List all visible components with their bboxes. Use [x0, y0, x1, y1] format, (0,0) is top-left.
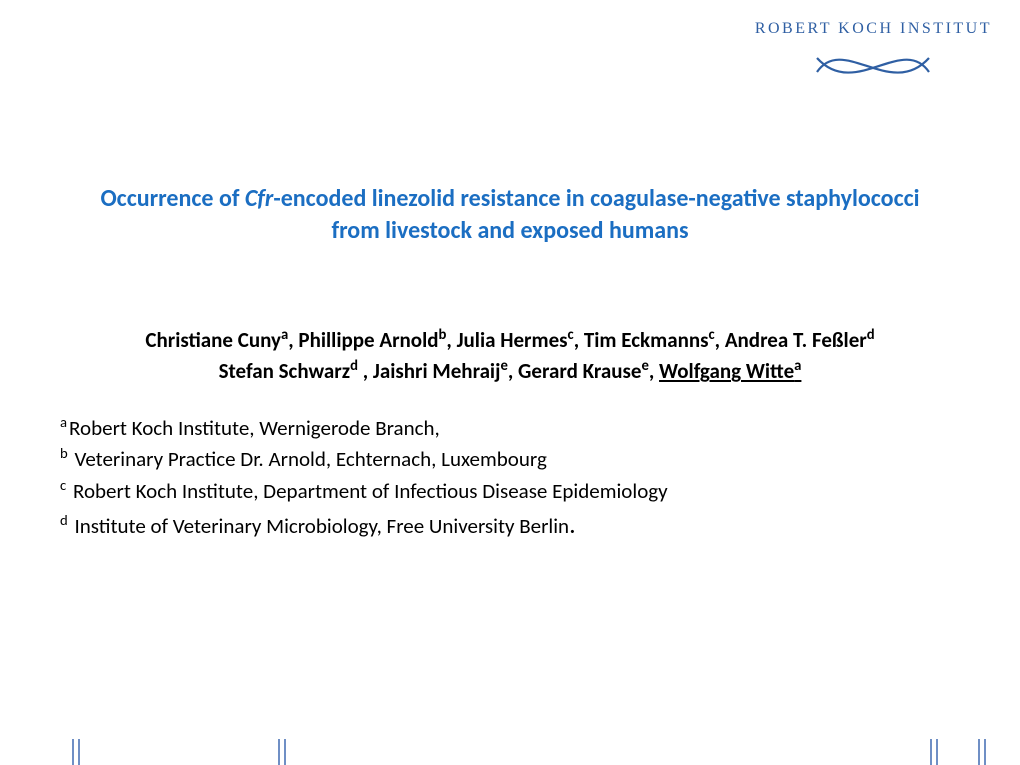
author-3: Julia Hermesc, — [457, 327, 584, 353]
institute-logo: ROBERT KOCH INSTITUT — [755, 20, 992, 88]
footer-tick — [936, 739, 938, 765]
affiliations-block: aRobert Koch Institute, Wernigerode Bran… — [60, 412, 960, 543]
title-block: Occurrence of Cfr-encoded linezolid resi… — [60, 183, 960, 248]
logo-wave-icon — [813, 42, 933, 88]
footer-tick — [984, 739, 986, 765]
logo-text: ROBERT KOCH INSTITUT — [755, 20, 992, 38]
title-italic: Cfr — [245, 184, 274, 213]
footer-tick — [78, 739, 80, 765]
author-7: Jaishri Mehraije, — [373, 358, 518, 384]
author-9-presenting: Wolfgang Wittea — [659, 358, 801, 384]
affiliation-b: b Veterinary Practice Dr. Arnold, Echter… — [60, 443, 960, 474]
footer-tick — [978, 739, 980, 765]
author-8: Gerard Krausee, — [518, 358, 659, 384]
title-post: -encoded linezolid resistance in coagula… — [273, 184, 919, 213]
author-5: Andrea T. Feßlerd — [725, 327, 875, 353]
slide: ROBERT KOCH INSTITUT Occurrence of Cfr-e… — [0, 0, 1020, 765]
title-line-1: Occurrence of Cfr-encoded linezolid resi… — [60, 183, 960, 215]
footer-tick — [284, 739, 286, 765]
author-6: Stefan Schwarzd , — [219, 358, 373, 384]
footer-tick — [72, 739, 74, 765]
affiliation-a: aRobert Koch Institute, Wernigerode Bran… — [60, 412, 960, 443]
authors-block: Christiane Cunya, Phillippe Arnoldb, Jul… — [60, 324, 960, 387]
footer-marks — [0, 737, 1020, 765]
title-line-2: from livestock and exposed humans — [60, 215, 960, 247]
affiliation-c: c Robert Koch Institute, Department of I… — [60, 475, 960, 506]
author-2: Phillippe Arnoldb, — [298, 327, 456, 353]
author-4: Tim Eckmannsc, — [584, 327, 725, 353]
author-1: Christiane Cunya, — [145, 327, 298, 353]
affiliation-d: d Institute of Veterinary Microbiology, … — [60, 506, 960, 542]
footer-tick — [278, 739, 280, 765]
footer-tick — [930, 739, 932, 765]
title-pre: Occurrence of — [100, 184, 244, 213]
